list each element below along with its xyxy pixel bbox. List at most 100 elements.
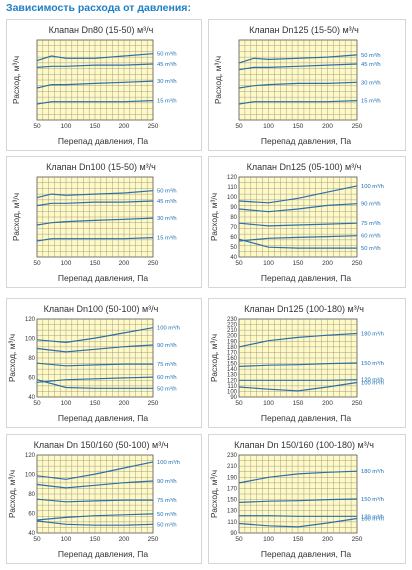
y-tick-label: 70 (230, 225, 237, 231)
y-tick-label: 90 (230, 395, 237, 401)
chart-title: Клапан Dn125 (05-100) м³/ч (247, 162, 362, 172)
series-line (36, 237, 154, 242)
x-tick-label: 100 (61, 123, 72, 130)
y-tick-label: 120 (25, 453, 36, 459)
series-label: 100 m³/h (157, 326, 180, 332)
y-tick-label: 100 (227, 389, 238, 395)
chart-svg-7: Клапан Dn 150/160 (50-100) м³/ч 50 100 150 2… (7, 440, 180, 559)
series-label: 120 m³/h (361, 378, 384, 384)
y-axis-label: Расход, м³/ч (11, 193, 21, 241)
y-tick-label: 100 (25, 337, 36, 343)
series-label: 100 m³/h (361, 184, 384, 190)
series-label: 50 m³/h (157, 512, 177, 518)
y-tick-label: 100 (227, 195, 238, 201)
series-label: 30 m³/h (157, 216, 177, 222)
series-line (36, 190, 154, 199)
series-label: 50 m³/h (361, 246, 381, 252)
x-tick-label: 200 (119, 123, 130, 130)
x-tick-label: 250 (148, 400, 159, 407)
y-tick-label: 150 (227, 498, 238, 504)
y-axis-label: Расход, м³/ч (209, 193, 219, 241)
x-axis-label: Перепад давления, Па (261, 549, 352, 559)
x-axis-label: Перепад давления, Па (261, 136, 352, 146)
x-tick-label: 100 (263, 400, 274, 407)
x-tick-label: 50 (33, 260, 41, 267)
y-tick-label: 110 (227, 384, 237, 390)
x-tick-label: 100 (263, 536, 274, 543)
x-tick-label: 200 (322, 123, 333, 130)
y-tick-label: 110 (227, 520, 237, 526)
x-tick-label: 200 (322, 260, 333, 267)
series-label: 90 m³/h (361, 202, 381, 208)
series-line (36, 376, 154, 383)
y-tick-label: 80 (28, 492, 35, 498)
y-axis-label: Расход, м³/ч (209, 470, 219, 518)
series-line (36, 327, 154, 344)
x-tick-label: 150 (293, 536, 304, 543)
y-tick-label: 90 (230, 205, 237, 211)
series-line (238, 100, 358, 105)
series-line (36, 80, 154, 89)
series-label: 90 m³/h (157, 343, 177, 349)
series-label: 100 m³/h (157, 460, 180, 466)
chart-title: Клапан Dn 150/160 (100-180) м³/ч (234, 440, 374, 450)
x-tick-label: 150 (90, 123, 101, 130)
chart-title: Клапан Dn100 (15-50) м³/ч (46, 162, 156, 172)
chart-title: Клапан Dn 150/160 (50-100) м³/ч (34, 440, 169, 450)
x-axis-label: Перепад давления, Па (58, 549, 149, 559)
series-label: 50 m³/h (361, 53, 381, 59)
x-tick-label: 250 (148, 123, 159, 130)
chart-svg-2: Клапан Dn125 (15-50) м³/ч 50 100 150 200 250П… (213, 25, 381, 146)
series-line (36, 344, 154, 353)
y-tick-label: 190 (227, 475, 238, 481)
series-label: 100 m³/h (361, 517, 384, 523)
x-tick-label: 200 (119, 536, 130, 543)
y-tick-label: 120 (25, 317, 36, 323)
chart-panel-5: Клапан Dn100 (50-100) м³/ч 50 100 150 200 250… (6, 298, 202, 428)
y-tick-label: 120 (227, 378, 238, 384)
series-label: 45 m³/h (157, 62, 177, 68)
x-tick-label: 250 (352, 536, 363, 543)
x-axis-label: Перепад давления, Па (58, 273, 149, 283)
series-line (238, 81, 358, 89)
y-tick-label: 120 (227, 175, 238, 181)
series-line (36, 480, 154, 489)
series-label: 45 m³/h (361, 62, 381, 68)
x-tick-label: 150 (90, 536, 101, 543)
y-tick-label: 220 (227, 323, 238, 329)
y-axis-label: Расход, м³/ч (11, 56, 21, 104)
series-line (238, 517, 358, 528)
x-tick-label: 200 (119, 400, 130, 407)
series-label: 45 m³/h (157, 199, 177, 205)
series-line (36, 362, 153, 367)
x-tick-label: 50 (33, 536, 41, 543)
series-label: 15 m³/h (361, 99, 381, 105)
x-tick-label: 250 (148, 260, 159, 267)
x-axis-label: Перепад давления, Па (261, 413, 352, 423)
series-line (36, 520, 154, 526)
chart-title: Клапан Dn80 (15-50) м³/ч (49, 25, 154, 35)
y-tick-label: 80 (28, 356, 35, 362)
x-tick-label: 100 (61, 400, 72, 407)
series-line (238, 498, 358, 503)
series-line (238, 381, 358, 392)
x-tick-label: 150 (293, 400, 304, 407)
y-tick-label: 40 (28, 531, 35, 537)
chart-title: Клапан Dn125 (100-180) м³/ч (244, 304, 364, 314)
series-line (36, 100, 154, 105)
chart-panel-6: Клапан Dn125 (100-180) м³/ч 50 100 150 200 25… (208, 298, 406, 428)
chart-title: Клапан Dn100 (50-100) м³/ч (44, 304, 159, 314)
series-line (238, 470, 358, 484)
chart-svg-8: Клапан Dn 150/160 (100-180) м³/ч 50 100 150… (209, 440, 384, 559)
x-tick-label: 50 (235, 536, 243, 543)
y-tick-label: 190 (227, 339, 238, 345)
series-label: 60 m³/h (157, 375, 177, 381)
y-tick-label: 230 (227, 317, 238, 323)
x-axis-label: Перепад давления, Па (58, 136, 149, 146)
series-line (36, 53, 154, 62)
y-axis-label: Расход, м³/ч (213, 56, 223, 104)
x-tick-label: 50 (33, 400, 41, 407)
series-label: 60 m³/h (361, 234, 381, 240)
y-tick-label: 40 (28, 395, 35, 401)
chart-svg-5: Клапан Dn100 (50-100) м³/ч 50 100 150 200 250… (7, 304, 180, 423)
